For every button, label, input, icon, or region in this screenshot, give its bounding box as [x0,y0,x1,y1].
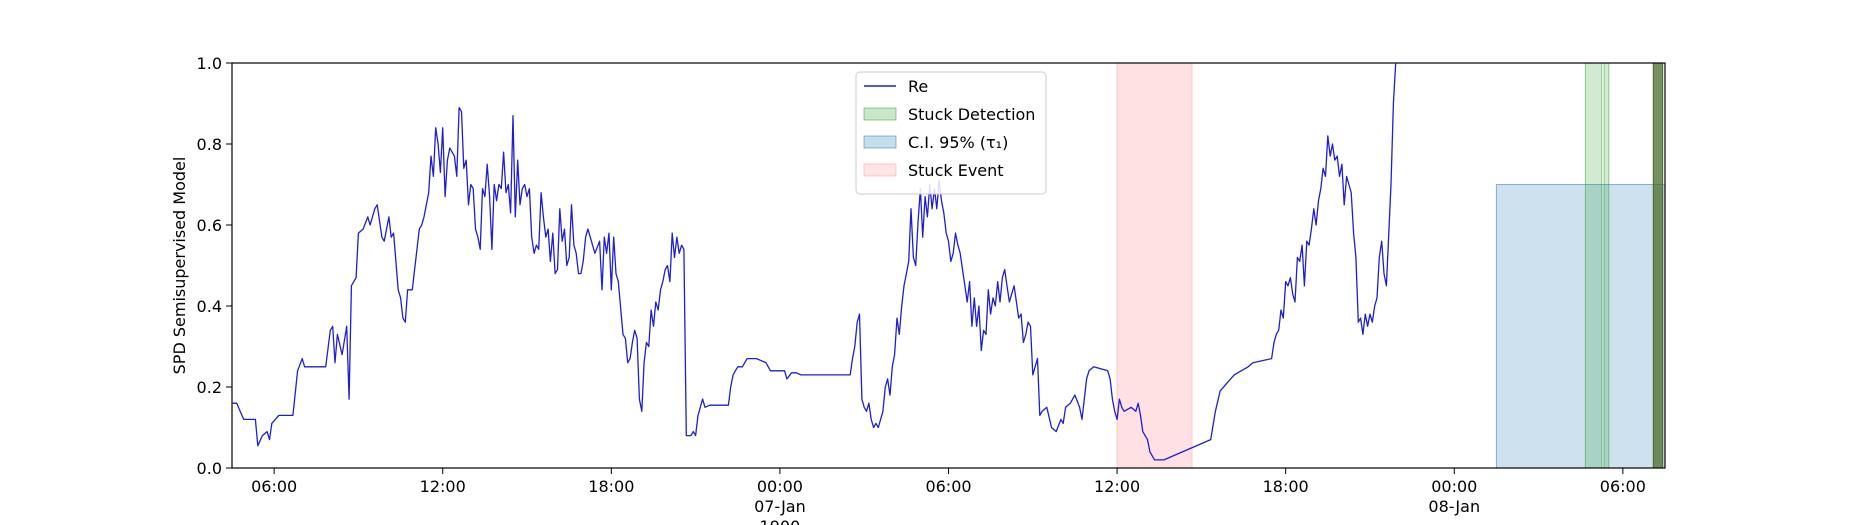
x-tick-label: 00:00 [1431,477,1477,496]
x-tick-label: 06:00 [925,477,971,496]
legend-swatch-patch [863,163,897,177]
y-tick-label: 0.0 [197,459,222,478]
legend-swatch-patch [863,135,897,149]
x-tick-label: 06:00 [251,477,297,496]
y-tick-label: 0.8 [197,135,222,154]
legend-swatch-patch [863,107,897,121]
series-line-re [232,62,1397,461]
x-tick-sublabel: 08-Jan [1428,497,1480,516]
x-tick-label: 12:00 [420,477,466,496]
legend-label: C.I. 95% (τ₁) [908,133,1008,152]
shaded-spans [1116,62,1666,469]
y-tick-label: 0.2 [197,378,222,397]
span-2 [1584,62,1603,469]
legend-box [855,71,1047,195]
legend-label: Re [908,77,928,96]
x-tick-label: 18:00 [1263,477,1309,496]
y-tick-label: 1.0 [197,54,222,73]
span-1 [1495,184,1666,469]
legend-label: Stuck Event [908,161,1004,180]
x-tick-label: 12:00 [1094,477,1140,496]
x-tick-label: 18:00 [588,477,634,496]
x-tick-sublabel: 07-Jan [754,497,806,516]
x-tick-label: 06:00 [1600,477,1646,496]
span-3 [1603,62,1610,469]
span-0 [1116,62,1193,469]
legend-label: Stuck Detection [908,105,1035,124]
axis-ticks: 0.00.20.40.60.81.006:00 12:00 18:00 00:0007… [197,54,1646,525]
x-tick-sublabel: 1900 [760,517,801,525]
y-tick-label: 0.6 [197,216,222,235]
x-tick-label: 00:00 [757,477,803,496]
legend: Re Stuck Detection C.I. 95% (τ₁) Stuck Even… [855,71,1047,195]
span-4 [1652,62,1664,469]
y-tick-label: 0.4 [197,297,222,316]
series-line-layer [232,62,1397,461]
y-axis-label: SPD Semisupervised Model [170,157,189,375]
